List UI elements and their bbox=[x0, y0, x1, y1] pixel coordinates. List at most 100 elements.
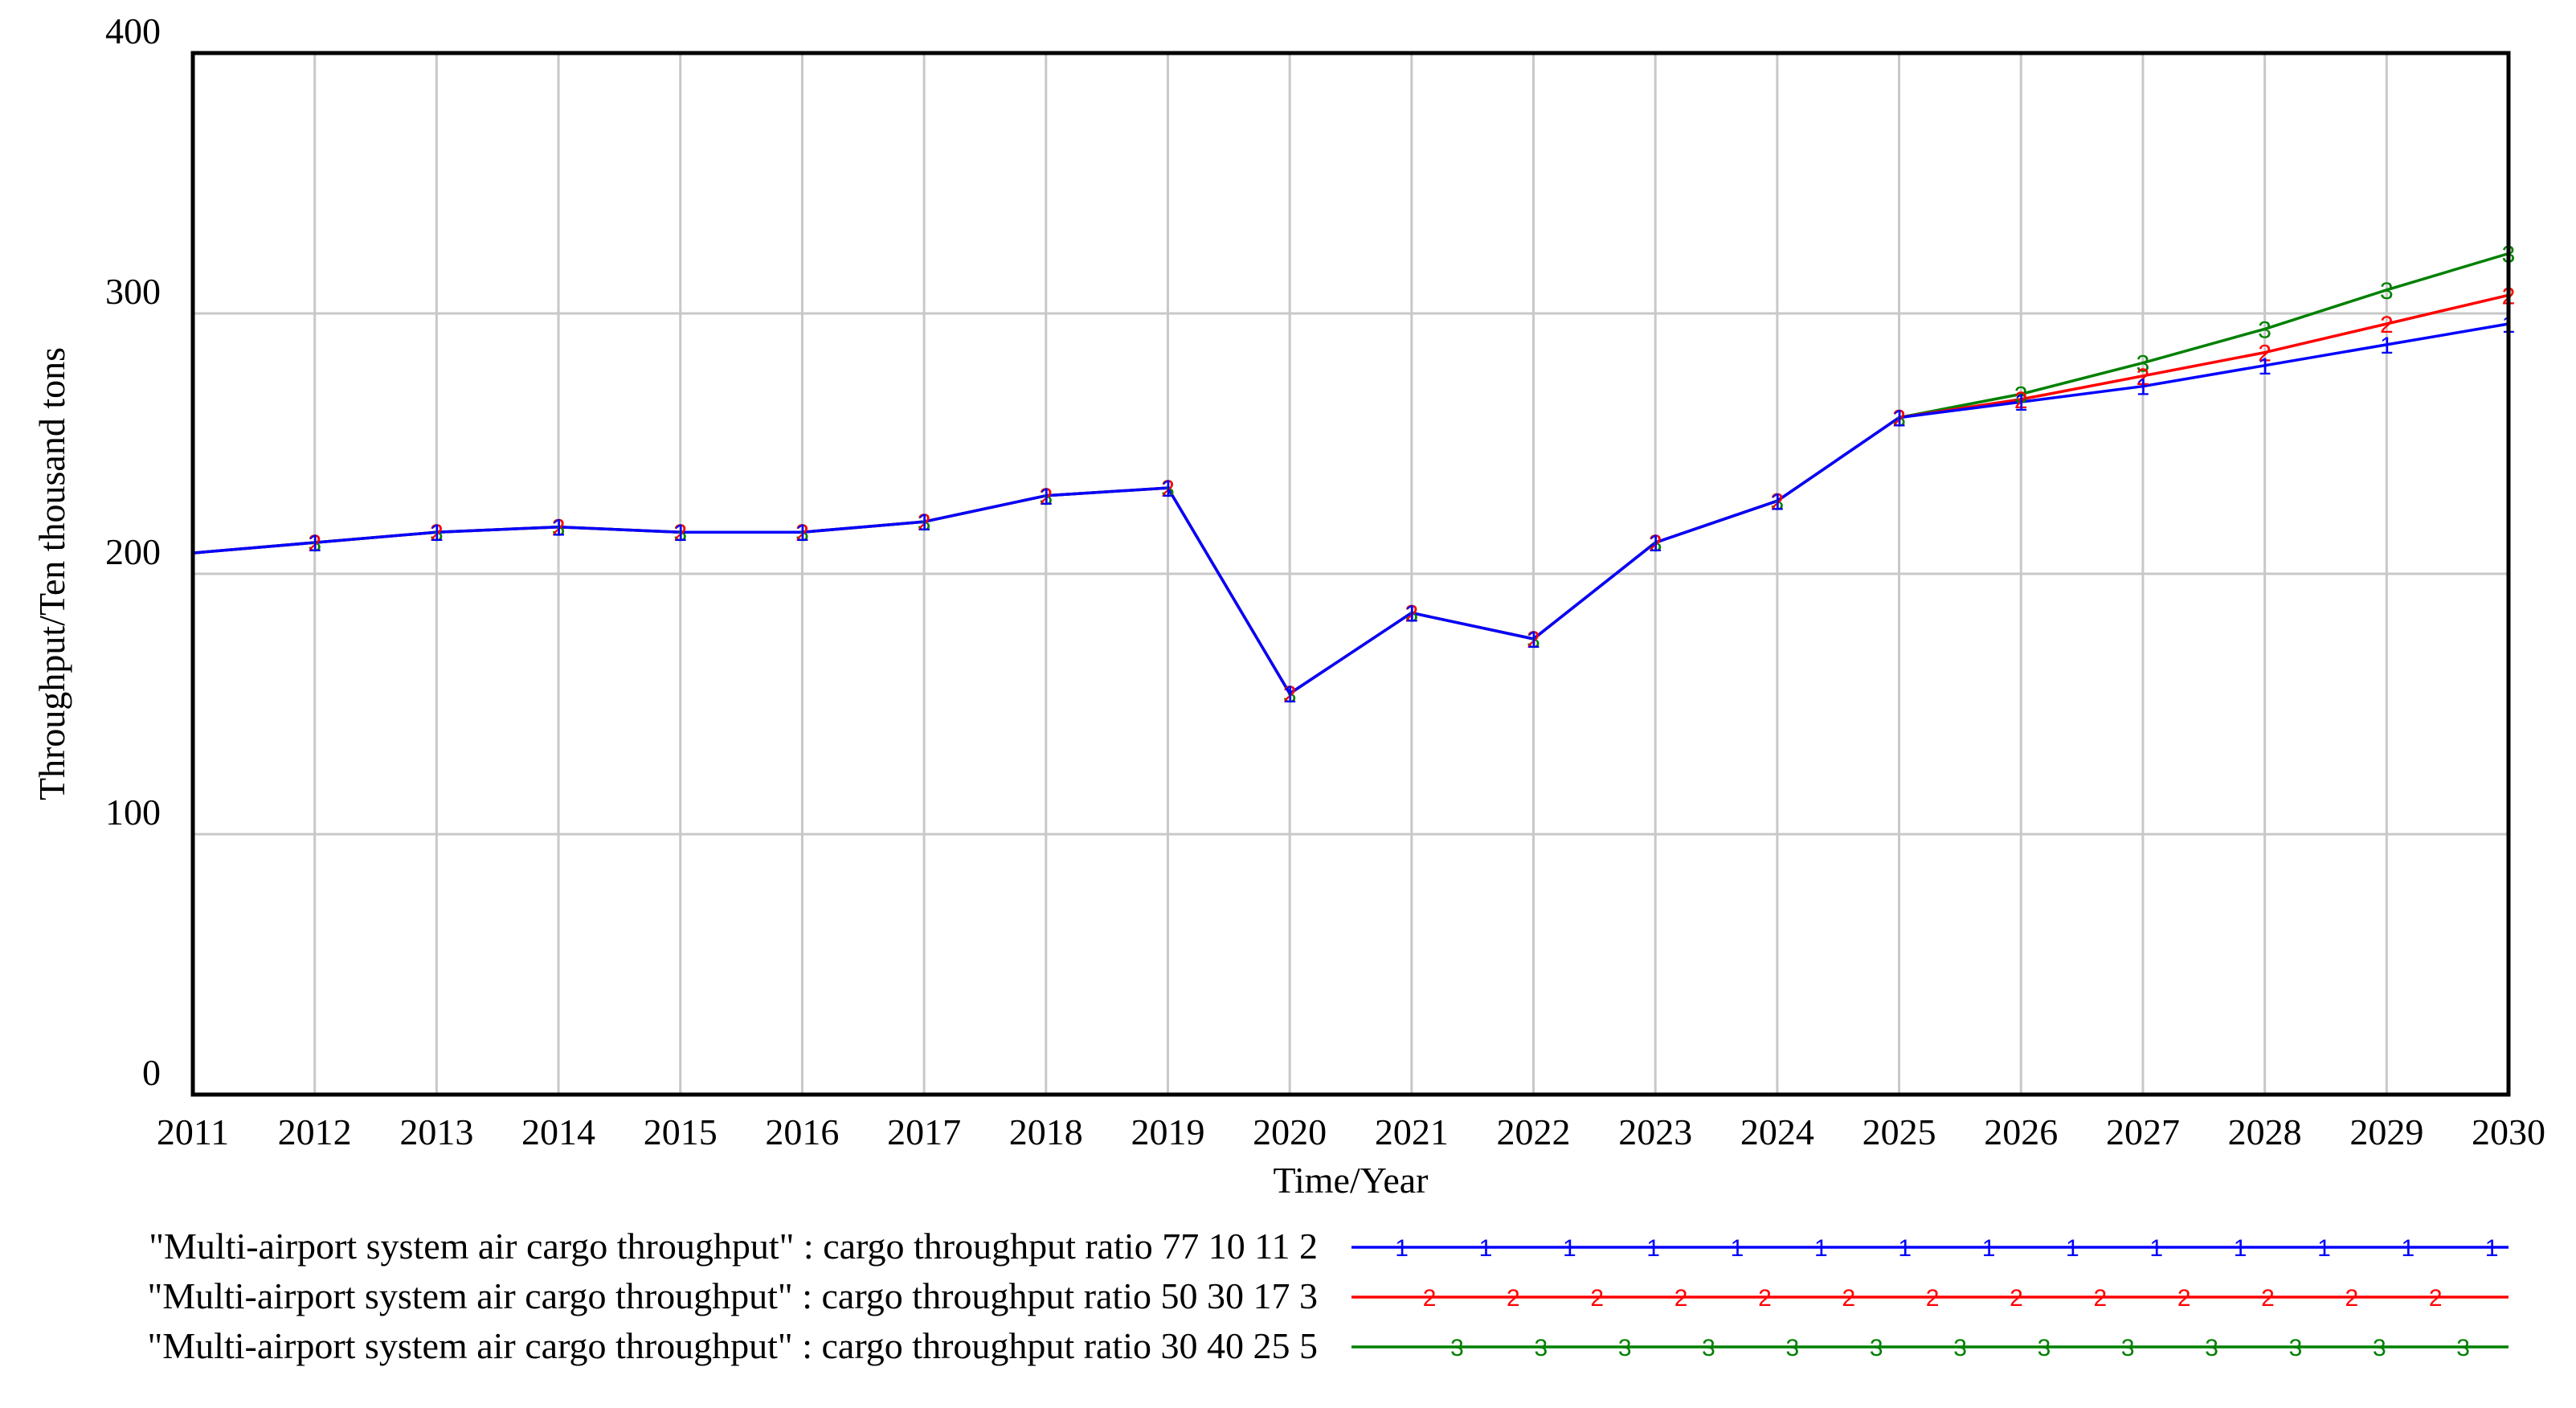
x-tick-label: 2011 bbox=[157, 1111, 229, 1152]
x-tick-label: 2014 bbox=[521, 1111, 595, 1152]
data-point-series-1: 1 bbox=[308, 530, 321, 557]
data-point-series-2: 2 bbox=[1283, 681, 1297, 708]
legend-marker: 3 bbox=[1450, 1335, 1464, 1361]
x-tick-label: 2013 bbox=[399, 1111, 473, 1152]
legend-marker: 2 bbox=[2345, 1285, 2359, 1312]
x-tick-label: 2024 bbox=[1740, 1111, 1814, 1152]
legend-marker: 3 bbox=[1618, 1335, 1632, 1361]
legend-marker: 3 bbox=[2038, 1335, 2051, 1361]
legend-marker: 3 bbox=[2456, 1335, 2470, 1361]
x-tick-label: 2017 bbox=[887, 1111, 961, 1152]
data-point-series-1: 1 bbox=[918, 510, 931, 536]
data-point-series-3: 3 bbox=[552, 515, 566, 542]
data-point-series-1: 1 bbox=[673, 520, 687, 546]
y-tick-label: 100 bbox=[105, 792, 161, 833]
legend-marker: 1 bbox=[2066, 1235, 2079, 1262]
data-point-series-1: 1 bbox=[2136, 375, 2150, 401]
legend-marker: 3 bbox=[2121, 1335, 2135, 1361]
legend-marker: 1 bbox=[2234, 1235, 2247, 1262]
data-point-series-2: 2 bbox=[552, 515, 566, 542]
data-point-series-3: 3 bbox=[430, 520, 444, 546]
legend-label: "Multi-airport system air cargo throughp… bbox=[149, 1226, 1318, 1267]
legend-marker: 1 bbox=[2317, 1235, 2331, 1262]
data-point-series-3: 3 bbox=[1283, 681, 1297, 708]
legend: "Multi-airport system air cargo throughp… bbox=[147, 1226, 2509, 1366]
legend-marker: 1 bbox=[1646, 1235, 1660, 1262]
x-tick-label: 2016 bbox=[765, 1111, 839, 1152]
y-tick-label: 300 bbox=[105, 271, 161, 312]
x-tick-label: 2027 bbox=[2106, 1111, 2180, 1152]
x-tick-label: 2022 bbox=[1497, 1111, 1571, 1152]
data-point-series-3: 3 bbox=[1649, 530, 1662, 557]
legend-marker: 1 bbox=[1563, 1235, 1576, 1262]
legend-marker: 2 bbox=[2429, 1285, 2443, 1312]
legend-marker: 1 bbox=[1731, 1235, 1744, 1262]
legend-marker: 2 bbox=[1842, 1285, 1855, 1312]
data-point-series-1: 1 bbox=[2258, 354, 2271, 380]
data-point-series-3: 3 bbox=[2136, 351, 2150, 378]
data-point-series-3: 3 bbox=[1405, 601, 1418, 628]
legend-marker: 3 bbox=[1870, 1335, 1883, 1361]
legend-marker: 2 bbox=[2093, 1285, 2107, 1312]
legend-marker: 2 bbox=[1590, 1285, 1604, 1312]
legend-marker: 1 bbox=[2149, 1235, 2163, 1262]
data-point-series-3: 3 bbox=[2380, 278, 2394, 305]
data-point-series-2: 2 bbox=[2380, 312, 2394, 338]
x-tick-label: 2019 bbox=[1131, 1111, 1204, 1152]
legend-marker: 2 bbox=[1507, 1285, 1520, 1312]
data-point-series-1: 1 bbox=[1771, 489, 1785, 515]
legend-marker: 1 bbox=[1395, 1235, 1409, 1262]
data-point-series-3: 3 bbox=[795, 520, 809, 546]
data-point-series-2: 2 bbox=[308, 530, 321, 557]
y-tick-labels: 0 100 200 300 400 bbox=[105, 10, 161, 1093]
legend-marker: 3 bbox=[1786, 1335, 1800, 1361]
data-point-series-1: 1 bbox=[552, 515, 566, 542]
x-tick-label: 2012 bbox=[278, 1111, 352, 1152]
legend-marker: 2 bbox=[1926, 1285, 1940, 1312]
legend-marker: 1 bbox=[1898, 1235, 1912, 1262]
data-point-series-3: 3 bbox=[308, 530, 321, 557]
x-axis-title: Time/Year bbox=[1273, 1160, 1428, 1201]
legend-marker: 2 bbox=[2261, 1285, 2275, 1312]
legend-marker: 3 bbox=[1534, 1335, 1548, 1361]
data-point-series-3: 3 bbox=[918, 510, 931, 536]
data-point-series-3: 3 bbox=[1039, 484, 1053, 510]
x-tick-label: 2026 bbox=[1984, 1111, 2058, 1152]
data-point-series-2: 2 bbox=[673, 520, 687, 546]
data-point-series-3: 3 bbox=[1771, 489, 1785, 515]
data-point-series-2: 2 bbox=[1771, 489, 1785, 515]
legend-label: "Multi-airport system air cargo throughp… bbox=[147, 1325, 1318, 1366]
data-point-series-1: 1 bbox=[2380, 333, 2394, 359]
data-point-series-3: 3 bbox=[673, 520, 687, 546]
data-point-series-2: 2 bbox=[918, 510, 931, 536]
legend-marker: 1 bbox=[2485, 1235, 2499, 1262]
data-point-series-1: 1 bbox=[1892, 406, 1906, 432]
x-tick-label: 2015 bbox=[644, 1111, 718, 1152]
legend-marker: 1 bbox=[1982, 1235, 1996, 1262]
x-tick-label: 2018 bbox=[1009, 1111, 1083, 1152]
data-point-series-2: 2 bbox=[1892, 406, 1906, 432]
y-axis-title: Throughput/Ten thousand tons bbox=[31, 347, 72, 800]
x-tick-label: 2028 bbox=[2228, 1111, 2302, 1152]
x-tick-labels: 2011 2012 2013 2014 2015 2016 2017 2018 2019 2020… bbox=[157, 1111, 2545, 1152]
data-point-series-3: 3 bbox=[2014, 382, 2028, 408]
data-point-series-1: 1 bbox=[1039, 484, 1053, 510]
x-tick-label: 2030 bbox=[2472, 1111, 2545, 1152]
data-point-series-3: 3 bbox=[1527, 627, 1540, 653]
legend-marker: 3 bbox=[2289, 1335, 2303, 1361]
legend-label: "Multi-airport system air cargo throughp… bbox=[147, 1275, 1318, 1316]
legend-marker: 3 bbox=[2373, 1335, 2386, 1361]
data-point-series-2: 2 bbox=[1649, 530, 1662, 557]
series-line-1 bbox=[192, 322, 2509, 695]
y-tick-label: 200 bbox=[105, 531, 161, 572]
legend-marker: 2 bbox=[1758, 1285, 1772, 1312]
data-point-series-1: 1 bbox=[1527, 627, 1540, 653]
legend-marker: 1 bbox=[2401, 1235, 2414, 1262]
data-point-series-1: 1 bbox=[1405, 601, 1418, 628]
data-point-series-1: 1 bbox=[2014, 390, 2028, 416]
legend-marker: 2 bbox=[1674, 1285, 1688, 1312]
x-tick-label: 2025 bbox=[1862, 1111, 1936, 1152]
